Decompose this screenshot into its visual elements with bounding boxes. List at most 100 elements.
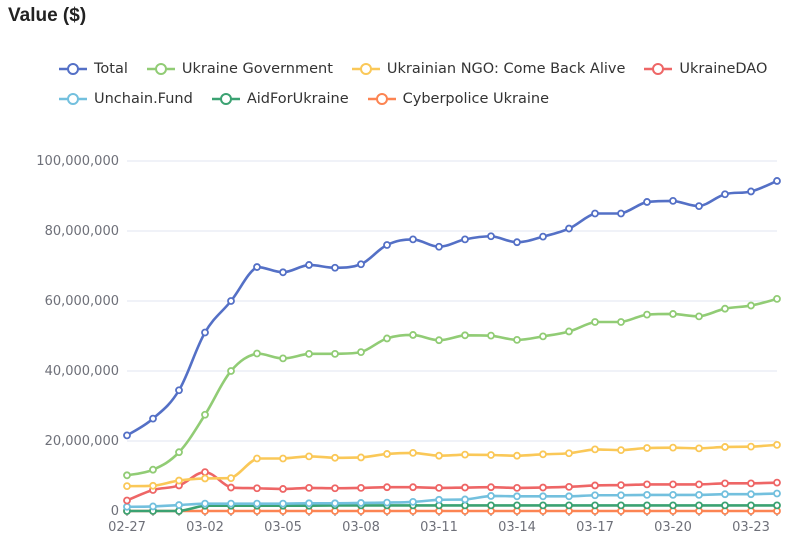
data-point[interactable] xyxy=(669,443,677,452)
data-point[interactable] xyxy=(357,260,365,269)
data-point[interactable] xyxy=(773,501,781,510)
data-point[interactable] xyxy=(747,479,755,488)
data-point[interactable] xyxy=(747,301,755,310)
data-point[interactable] xyxy=(383,241,391,249)
data-point[interactable] xyxy=(227,297,235,305)
data-point[interactable] xyxy=(149,502,157,511)
data-point[interactable] xyxy=(357,483,365,492)
data-point[interactable] xyxy=(539,492,547,501)
data-point[interactable] xyxy=(773,489,781,498)
data-point[interactable] xyxy=(409,235,417,244)
data-point[interactable] xyxy=(435,242,443,251)
data-point[interactable] xyxy=(617,446,625,455)
data-point[interactable] xyxy=(253,454,261,463)
data-point[interactable] xyxy=(591,501,599,510)
data-point[interactable] xyxy=(201,328,209,337)
data-point[interactable] xyxy=(669,310,677,318)
data-point[interactable] xyxy=(201,468,209,477)
data-point[interactable] xyxy=(175,501,183,509)
legend-item-ukrainian-ngo-come-back-alive[interactable]: Ukrainian NGO: Come Back Alive xyxy=(351,61,625,77)
data-point[interactable] xyxy=(539,450,547,459)
data-point[interactable] xyxy=(123,482,131,491)
data-point[interactable] xyxy=(565,501,573,510)
data-point[interactable] xyxy=(435,336,443,345)
data-point[interactable] xyxy=(279,485,287,493)
data-point[interactable] xyxy=(513,451,521,460)
legend-item-aidforukraine[interactable]: AidForUkraine xyxy=(211,91,349,107)
data-point[interactable] xyxy=(643,198,651,206)
data-point[interactable] xyxy=(669,490,677,499)
data-point[interactable] xyxy=(591,318,599,326)
data-point[interactable] xyxy=(747,501,755,510)
data-point[interactable] xyxy=(643,310,651,319)
legend-item-total[interactable]: Total xyxy=(58,61,128,77)
data-point[interactable] xyxy=(487,483,495,492)
data-point[interactable] xyxy=(201,474,209,483)
data-point[interactable] xyxy=(227,499,235,508)
data-point[interactable] xyxy=(149,414,157,423)
data-point[interactable] xyxy=(357,348,365,357)
data-point[interactable] xyxy=(331,453,339,462)
data-point[interactable] xyxy=(383,498,391,507)
data-point[interactable] xyxy=(591,209,599,218)
data-point[interactable] xyxy=(695,202,703,211)
data-point[interactable] xyxy=(435,483,443,492)
data-point[interactable] xyxy=(123,471,131,480)
data-point[interactable] xyxy=(201,410,209,419)
data-point[interactable] xyxy=(253,484,261,493)
legend-item-ukrainedao[interactable]: UkraineDAO xyxy=(643,61,767,77)
data-point[interactable] xyxy=(435,495,443,504)
data-point[interactable] xyxy=(487,492,495,500)
data-point[interactable] xyxy=(357,453,365,462)
data-point[interactable] xyxy=(279,454,287,463)
data-point[interactable] xyxy=(617,491,625,500)
data-point[interactable] xyxy=(773,478,781,487)
data-point[interactable] xyxy=(305,349,313,358)
data-point[interactable] xyxy=(305,452,313,461)
data-point[interactable] xyxy=(747,490,755,499)
data-point[interactable] xyxy=(409,497,417,506)
data-point[interactable] xyxy=(461,483,469,492)
legend-item-ukraine-government[interactable]: Ukraine Government xyxy=(146,61,333,77)
data-point[interactable] xyxy=(721,479,729,488)
data-point[interactable] xyxy=(175,386,183,395)
data-point[interactable] xyxy=(513,483,521,492)
data-point[interactable] xyxy=(149,465,157,474)
data-point[interactable] xyxy=(409,483,417,492)
data-point[interactable] xyxy=(487,501,495,510)
data-point[interactable] xyxy=(305,261,313,269)
data-point[interactable] xyxy=(591,481,599,490)
data-point[interactable] xyxy=(617,501,625,510)
data-point[interactable] xyxy=(461,495,469,504)
data-point[interactable] xyxy=(331,499,339,508)
data-point[interactable] xyxy=(565,224,573,233)
data-point[interactable] xyxy=(669,480,677,489)
data-point[interactable] xyxy=(695,444,703,453)
data-point[interactable] xyxy=(565,492,573,501)
data-point[interactable] xyxy=(643,480,651,489)
data-point[interactable] xyxy=(279,354,287,363)
legend-item-unchain-fund[interactable]: Unchain.Fund xyxy=(58,91,193,107)
data-point[interactable] xyxy=(617,481,625,490)
data-point[interactable] xyxy=(383,483,391,492)
data-point[interactable] xyxy=(539,332,547,341)
data-point[interactable] xyxy=(461,450,469,459)
data-point[interactable] xyxy=(305,499,313,508)
data-point[interactable] xyxy=(331,484,339,493)
data-point[interactable] xyxy=(487,232,495,241)
data-point[interactable] xyxy=(565,482,573,491)
data-point[interactable] xyxy=(539,232,547,241)
data-point[interactable] xyxy=(539,483,547,492)
data-point[interactable] xyxy=(253,263,261,271)
data-point[interactable] xyxy=(435,451,443,460)
data-point[interactable] xyxy=(747,187,755,196)
data-point[interactable] xyxy=(123,502,131,511)
data-point[interactable] xyxy=(201,499,209,508)
data-point[interactable] xyxy=(513,335,521,344)
data-point[interactable] xyxy=(591,491,599,500)
data-point[interactable] xyxy=(669,196,677,205)
data-point[interactable] xyxy=(487,331,495,340)
data-point[interactable] xyxy=(279,268,287,277)
data-point[interactable] xyxy=(721,304,729,313)
data-point[interactable] xyxy=(227,483,235,492)
